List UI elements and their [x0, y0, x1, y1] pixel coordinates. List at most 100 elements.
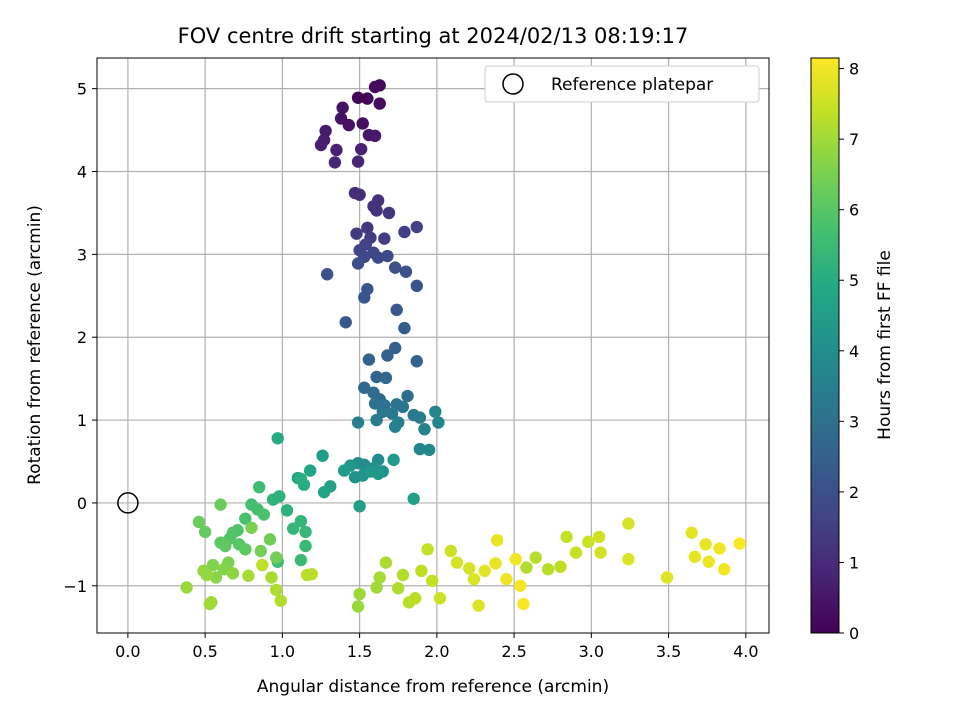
colorbar-tick-label: 1 — [849, 553, 859, 572]
scatter-point — [622, 517, 635, 530]
scatter-point — [358, 291, 371, 304]
scatter-point — [413, 411, 427, 424]
legend-label-reference: Reference platepar — [551, 75, 713, 95]
scatter-point — [392, 582, 405, 595]
scatter-point — [388, 420, 402, 433]
scatter-point — [622, 553, 635, 566]
scatter-point — [361, 92, 374, 105]
scatter-point — [396, 400, 410, 414]
scatter-point — [685, 526, 698, 539]
x-tick-label: 4.0 — [733, 642, 758, 661]
scatter-point — [350, 227, 363, 240]
scatter-point — [407, 492, 420, 505]
scatter-point — [660, 571, 674, 584]
scatter-point — [500, 572, 513, 586]
scatter-point — [388, 261, 402, 274]
scatter-point — [490, 534, 504, 547]
scatter-point — [299, 539, 312, 553]
y-tick-label: 4 — [77, 163, 87, 182]
colorbar-tick-label: 0 — [849, 624, 859, 643]
x-tick-label: 1.0 — [270, 642, 295, 661]
y-tick-label: 1 — [77, 411, 87, 430]
scatter-point — [592, 530, 606, 544]
scatter-point — [351, 416, 365, 429]
scatter-point — [294, 553, 308, 567]
scatter-point — [370, 370, 383, 384]
scatter-point — [239, 543, 252, 556]
scatter-point — [214, 498, 227, 511]
scatter-point — [472, 599, 485, 612]
scatter-point — [294, 514, 308, 528]
x-tick-label: 3.0 — [579, 642, 604, 661]
scatter-point — [373, 97, 386, 110]
scatter-point — [245, 521, 258, 534]
scatter-point — [271, 432, 284, 445]
y-tick-label: 0 — [77, 494, 87, 513]
x-tick-label: 2.0 — [424, 642, 449, 661]
scatter-point — [415, 564, 428, 578]
scatter-point — [180, 581, 193, 594]
y-axis-label: Rotation from reference (arcmin) — [25, 205, 45, 485]
scatter-point — [517, 597, 530, 611]
reference-platepar-marker — [117, 492, 139, 514]
scatter-point — [373, 79, 386, 92]
colorbar-tick-label: 8 — [849, 60, 859, 79]
scatter-point — [582, 535, 595, 549]
scatter-point — [381, 349, 394, 362]
scatter-point — [688, 550, 702, 563]
legend-marker-reference — [502, 73, 524, 95]
scatter-point — [353, 587, 366, 601]
scatter-point — [699, 538, 712, 551]
scatter-point — [299, 525, 312, 539]
scatter-point — [718, 563, 731, 576]
scatter-point — [426, 574, 439, 588]
scatter-point — [226, 567, 240, 580]
scatter-point — [371, 251, 385, 264]
y-tick-label: 3 — [77, 245, 87, 264]
scatter-point — [413, 442, 427, 456]
scatter-point — [444, 544, 457, 558]
scatter-point — [270, 583, 283, 597]
x-tick-label: 0.0 — [115, 642, 140, 661]
colorbar-tick-label: 5 — [849, 271, 859, 290]
scatter-point — [733, 537, 746, 550]
scatter-point — [192, 515, 206, 529]
scatter-point — [410, 355, 423, 368]
scatter-point — [256, 558, 269, 572]
scatter-point — [509, 553, 522, 566]
scatter-point — [200, 568, 213, 582]
scatter-point — [351, 600, 365, 613]
scatter-point — [303, 464, 317, 477]
y-tick-label: −1 — [63, 577, 87, 596]
colorbar-tick-label: 3 — [849, 412, 859, 431]
scatter-point — [319, 124, 332, 138]
scatter-point — [317, 485, 331, 499]
scatter-point — [316, 449, 329, 462]
scatter-point — [368, 129, 382, 143]
scatter-point — [409, 592, 422, 605]
colorbar-tick-label: 2 — [849, 483, 859, 502]
scatter-point — [217, 563, 230, 576]
scatter-point — [361, 221, 374, 235]
scatter-point — [529, 551, 542, 564]
grid-lines — [97, 58, 769, 633]
colorbar-gradient — [810, 57, 840, 634]
scatter-point — [399, 265, 413, 278]
scatter-point — [560, 530, 573, 544]
scatter-point — [489, 557, 502, 570]
colorbar-tick-label: 6 — [849, 201, 859, 220]
scatter-point — [432, 416, 445, 429]
scatter-point — [353, 188, 366, 201]
scatter-point — [362, 353, 376, 366]
scatter-point — [422, 443, 436, 457]
scatter-point — [388, 341, 402, 355]
y-tick-label: 5 — [77, 80, 87, 99]
colorbar-tick-label: 7 — [849, 130, 859, 149]
scatter-point — [398, 225, 411, 239]
scatter-point — [382, 206, 396, 220]
scatter-point — [514, 579, 527, 592]
scatter-point — [253, 480, 266, 494]
data-points — [180, 79, 746, 613]
scatter-point — [358, 381, 371, 394]
